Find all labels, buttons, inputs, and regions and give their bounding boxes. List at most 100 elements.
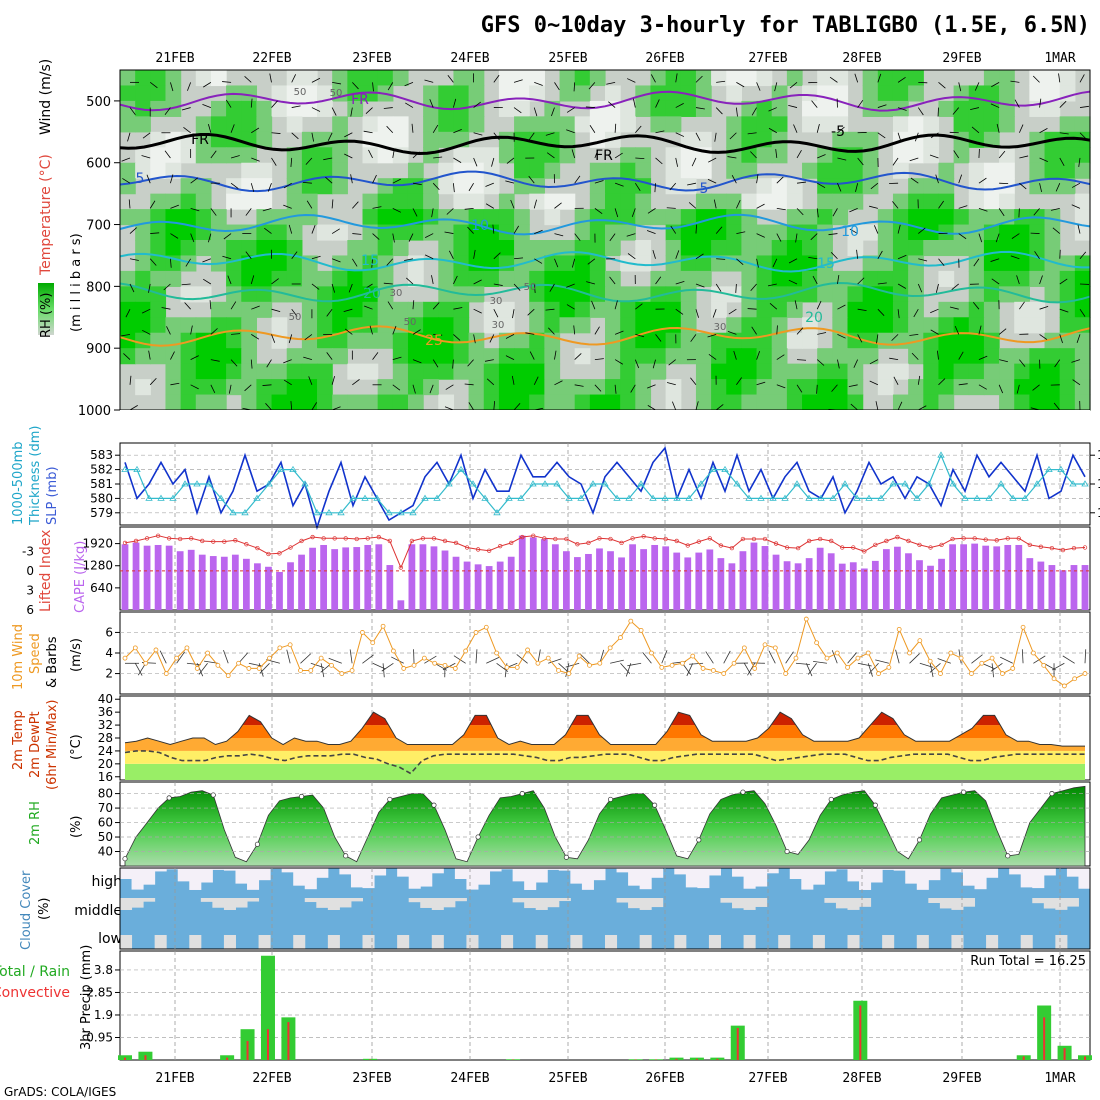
li-marker [431, 536, 437, 541]
rh-cell [605, 301, 621, 318]
surface-wind-barb [620, 663, 631, 674]
wind-barb [203, 82, 212, 88]
wind-speed-marker [803, 616, 809, 622]
rh-cell [544, 363, 561, 380]
wind-barb [609, 276, 616, 285]
precip-tick-label: 1.9 [94, 1008, 113, 1022]
wind-barb [688, 202, 697, 209]
precip-conv-bar [287, 1022, 290, 1060]
wind-barb [554, 350, 557, 360]
rh-cell [423, 363, 439, 380]
rh-cell [241, 100, 258, 117]
rh-cell [832, 270, 849, 287]
wind-barb [1059, 278, 1068, 285]
wind-barb [1014, 99, 1020, 108]
rh-cell [726, 332, 743, 349]
wind-barb [953, 150, 960, 159]
cloud-low-gap [778, 935, 791, 949]
rh-cell [771, 317, 788, 334]
cloud-high-gap [143, 868, 156, 885]
cloud-middle-gap [327, 898, 340, 910]
thickness-line [125, 453, 1085, 514]
rh-cell [135, 70, 151, 87]
rh-cell [1044, 240, 1061, 257]
precip-panel-frame [119, 950, 1091, 1061]
cloud-middle-gap [223, 898, 236, 910]
rh-cell [498, 270, 515, 287]
rh-cell [286, 379, 303, 396]
rh-cell [923, 193, 940, 210]
cloud-high-gap [524, 868, 537, 890]
wind-barb [230, 155, 240, 159]
wind-barb [265, 403, 272, 411]
rh-cell [195, 147, 212, 164]
rh-cell [226, 363, 242, 380]
wind-barb [591, 300, 596, 310]
li-marker [630, 536, 635, 541]
rh-contour-label: 50 [294, 87, 307, 98]
wind-barb [853, 359, 859, 368]
li-marker [1071, 545, 1077, 551]
rh-cell [786, 301, 803, 318]
rh-cell [589, 209, 606, 226]
rh-cell [286, 255, 303, 272]
rh-cell [347, 270, 364, 287]
wind-barb [323, 157, 333, 161]
rh-cell [347, 301, 364, 318]
cloud-middle-gap [1032, 898, 1045, 904]
rh-cell [271, 255, 288, 272]
rh-cell [771, 147, 788, 164]
rh-cell [423, 116, 439, 133]
rh-cell [120, 70, 136, 87]
wind-barb [288, 334, 293, 344]
rh-cell [226, 224, 242, 241]
wind-speed-marker [535, 660, 541, 666]
rh-cell [210, 147, 227, 164]
li-marker [840, 545, 845, 550]
wind-barb [796, 149, 802, 159]
rh-cell [786, 209, 803, 226]
rh-cell [241, 270, 258, 287]
rh-cell [1059, 147, 1076, 164]
thickness-marker [637, 480, 645, 487]
wind-speed-marker [442, 662, 448, 668]
rh-cell [832, 348, 849, 365]
rh-cell [135, 85, 151, 102]
rh-cell [665, 147, 682, 164]
wind-barb [408, 233, 414, 242]
rh-cell [438, 255, 455, 272]
rh-marker [299, 793, 305, 800]
wind-barb [493, 74, 500, 83]
thickness-marker [769, 494, 777, 501]
rh-cell [983, 193, 1000, 210]
rh-cell [180, 317, 197, 334]
li-marker [1049, 545, 1055, 551]
thickness-marker [649, 494, 657, 501]
rh-cell [726, 209, 743, 226]
cape-bar [121, 544, 129, 610]
rh-cell [908, 240, 924, 257]
wind-barb [877, 282, 887, 285]
wind-barb [1018, 124, 1024, 133]
li-marker [398, 565, 404, 570]
rh-cell [529, 240, 545, 257]
rh-cell [680, 162, 697, 179]
wind-barb [412, 329, 421, 335]
wind-barb [223, 233, 232, 240]
wind-barb [729, 132, 737, 140]
thickness-marker [133, 465, 141, 472]
temp-tick-label: 40 [98, 692, 113, 706]
rh-cell [241, 193, 258, 210]
wind-barb [998, 150, 1006, 159]
wind-barb [262, 384, 272, 386]
wind-barb [635, 125, 642, 134]
rh-cell [468, 379, 485, 396]
rh-cell [771, 379, 788, 396]
thickness-marker [181, 480, 189, 487]
rh-cell [423, 85, 439, 102]
rh-cell [589, 301, 606, 318]
rh-cell [938, 240, 955, 257]
rh-cell [817, 147, 833, 164]
isotherm-label: 10 [471, 218, 489, 234]
rh-cell [726, 317, 743, 334]
